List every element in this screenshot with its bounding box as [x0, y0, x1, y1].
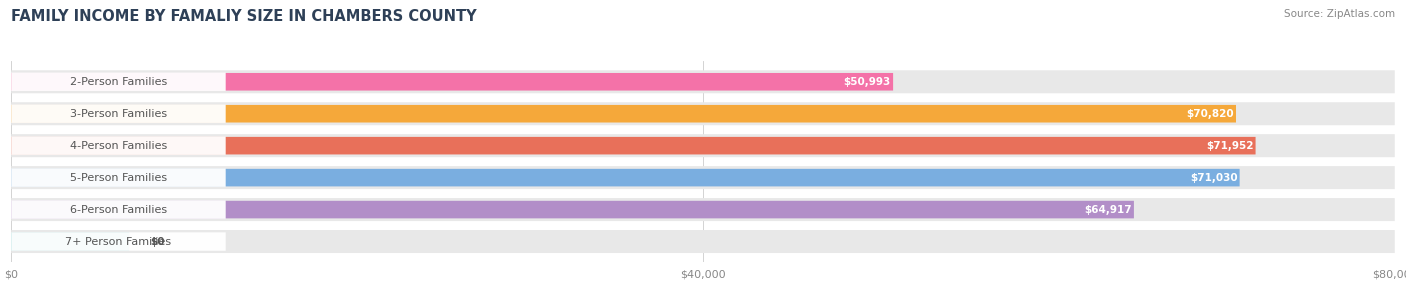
FancyBboxPatch shape: [11, 200, 226, 219]
FancyBboxPatch shape: [11, 70, 1395, 93]
FancyBboxPatch shape: [11, 168, 226, 187]
Text: $70,820: $70,820: [1187, 109, 1234, 119]
FancyBboxPatch shape: [11, 232, 226, 251]
Text: 7+ Person Families: 7+ Person Families: [66, 237, 172, 246]
FancyBboxPatch shape: [11, 198, 1395, 221]
Text: 5-Person Families: 5-Person Families: [70, 173, 167, 183]
Text: 3-Person Families: 3-Person Families: [70, 109, 167, 119]
Text: 6-Person Families: 6-Person Families: [70, 205, 167, 215]
Text: $64,917: $64,917: [1084, 205, 1132, 215]
Text: $71,030: $71,030: [1189, 173, 1237, 183]
Text: Source: ZipAtlas.com: Source: ZipAtlas.com: [1284, 9, 1395, 19]
FancyBboxPatch shape: [11, 233, 129, 250]
FancyBboxPatch shape: [11, 105, 1236, 123]
FancyBboxPatch shape: [11, 201, 1133, 218]
FancyBboxPatch shape: [11, 134, 1395, 157]
Text: 4-Person Families: 4-Person Families: [70, 141, 167, 151]
FancyBboxPatch shape: [11, 136, 226, 155]
Text: $0: $0: [150, 237, 165, 246]
FancyBboxPatch shape: [11, 102, 1395, 125]
FancyBboxPatch shape: [11, 105, 226, 123]
FancyBboxPatch shape: [11, 73, 226, 91]
FancyBboxPatch shape: [11, 137, 1256, 154]
Text: $50,993: $50,993: [844, 77, 891, 87]
Text: 2-Person Families: 2-Person Families: [70, 77, 167, 87]
FancyBboxPatch shape: [11, 169, 1240, 186]
Text: $71,952: $71,952: [1206, 141, 1253, 151]
FancyBboxPatch shape: [11, 166, 1395, 189]
FancyBboxPatch shape: [11, 73, 893, 91]
FancyBboxPatch shape: [11, 230, 1395, 253]
Text: FAMILY INCOME BY FAMALIY SIZE IN CHAMBERS COUNTY: FAMILY INCOME BY FAMALIY SIZE IN CHAMBER…: [11, 9, 477, 24]
